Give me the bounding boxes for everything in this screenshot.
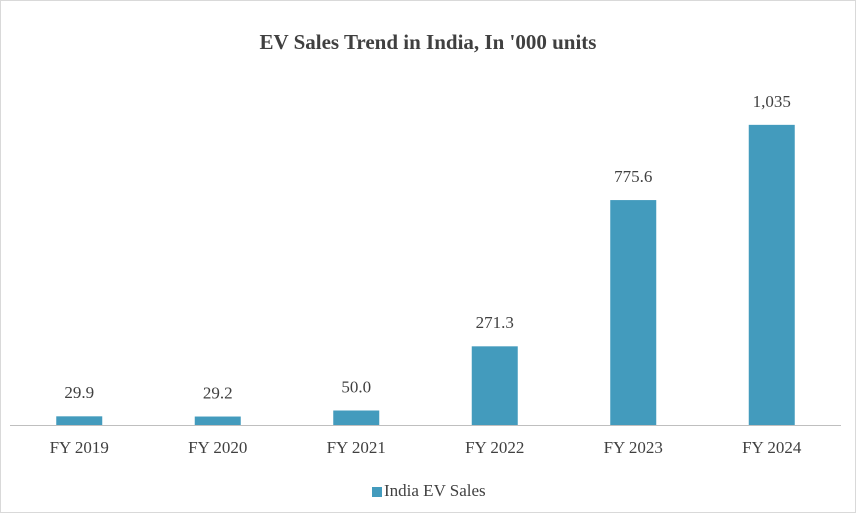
bar (610, 200, 657, 425)
legend-swatch (372, 487, 382, 497)
bar (56, 416, 103, 425)
data-label: 50.0 (341, 377, 371, 396)
data-label: 29.2 (203, 383, 233, 402)
bar (471, 346, 518, 425)
chart-title: EV Sales Trend in India, In '000 units (260, 30, 597, 54)
x-tick-label: FY 2021 (327, 438, 386, 457)
x-tick-label: FY 2023 (604, 438, 663, 457)
data-label: 271.3 (476, 313, 514, 332)
legend-label: India EV Sales (384, 481, 486, 500)
bar (748, 124, 795, 425)
x-tick-label: FY 2022 (465, 438, 524, 457)
bar (333, 410, 380, 425)
data-label: 775.6 (614, 167, 652, 186)
bar (194, 416, 241, 425)
data-label: 1,035 (753, 92, 791, 111)
x-tick-label: FY 2019 (50, 438, 109, 457)
x-tick-label: FY 2024 (742, 438, 802, 457)
x-tick-label: FY 2020 (188, 438, 247, 457)
data-label: 29.9 (64, 383, 94, 402)
